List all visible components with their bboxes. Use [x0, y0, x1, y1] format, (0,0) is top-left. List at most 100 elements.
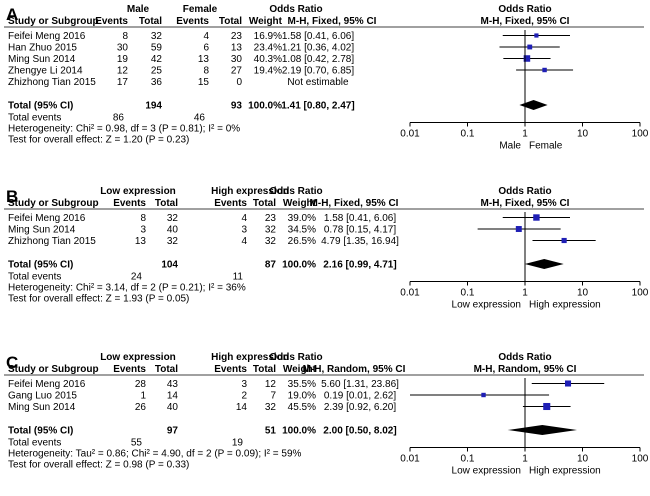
- total2-header: Total: [253, 364, 276, 375]
- study-row: Ming Sun 2014 19 42 13 30 40.3% 1.08 [0.42, 2.…: [8, 54, 551, 65]
- group2-header: High expression: [211, 186, 289, 197]
- events2-header: Events: [214, 364, 247, 375]
- heterogeneity-text: Heterogeneity: Chi² = 0.98, df = 3 (P = …: [8, 124, 240, 135]
- plot-title-header: Odds Ratio: [498, 352, 551, 363]
- study-name: Ming Sun 2014: [8, 54, 76, 65]
- total-label: Total (95% CI): [8, 426, 73, 437]
- study-or-text: 2.19 [0.70, 6.85]: [282, 66, 355, 77]
- study-name: Ming Sun 2014: [8, 225, 76, 236]
- study-total2: 23: [231, 31, 243, 42]
- study-or-text: Not estimable: [287, 77, 349, 88]
- total-or-text: 2.00 [0.50, 8.02]: [323, 426, 396, 437]
- study-total1: 25: [151, 66, 163, 77]
- method-header: M-H, Fixed, 95% CI: [288, 16, 377, 27]
- heterogeneity-text: Heterogeneity: Chi² = 3.14, df = 2 (P = …: [8, 283, 246, 294]
- plot-method-header: M-H, Fixed, 95% CI: [481, 16, 570, 27]
- pooled-diamond: [507, 425, 577, 435]
- odds-ratio-header: Odds Ratio: [269, 4, 322, 15]
- study-weight: 23.4%: [254, 43, 282, 54]
- pooled-diamond: [519, 100, 548, 110]
- study-total2: 23: [265, 213, 277, 224]
- total-total2: 87: [265, 260, 277, 271]
- study-name: Ming Sun 2014: [8, 402, 76, 413]
- study-or-text: 5.60 [1.31, 23.86]: [321, 379, 399, 390]
- x-tick-label: 0.01: [400, 288, 420, 299]
- study-events2: 4: [241, 236, 247, 247]
- study-total1: 40: [167, 402, 179, 413]
- study-weight: 40.3%: [254, 54, 282, 65]
- study-row: Zhizhong Tian 2015 17 36 15 0 Not estimable: [8, 77, 349, 88]
- study-weight: 39.0%: [288, 213, 316, 224]
- x-tick-label: 100: [632, 454, 649, 465]
- study-or-square: [534, 33, 539, 38]
- favours-right-label: Female: [529, 141, 563, 152]
- study-name: Feifei Meng 2016: [8, 213, 86, 224]
- study-row: Zhengye Li 2014 12 25 8 27 19.4% 2.19 [0.70, 6…: [8, 66, 574, 77]
- study-or-square: [515, 226, 522, 232]
- total-total1: 104: [161, 260, 178, 271]
- events2-header: Events: [214, 198, 247, 209]
- total-weight: 100.0%: [282, 260, 316, 271]
- total-total2: 93: [231, 101, 243, 112]
- total-or-text: 2.16 [0.99, 4.71]: [323, 260, 396, 271]
- study-row: Ming Sun 2014 26 40 14 32 45.5% 2.39 [0.92, 6.…: [8, 402, 571, 413]
- plot-method-header: M-H, Fixed, 95% CI: [481, 198, 570, 209]
- study-events2: 2: [241, 391, 247, 402]
- study-events1: 13: [135, 236, 147, 247]
- pooled-diamond: [524, 259, 564, 269]
- study-row: Feifei Meng 2016 8 32 4 23 16.9% 1.58 [0.41, 6…: [8, 31, 570, 42]
- group2-header: High expression: [211, 352, 289, 363]
- odds-ratio-header: Odds Ratio: [269, 186, 322, 197]
- study-events1: 17: [117, 77, 129, 88]
- study-name: Han Zhuo 2015: [8, 43, 77, 54]
- study-total2: 32: [265, 225, 277, 236]
- total-events-label: Total events: [8, 113, 61, 124]
- study-or-text: 2.39 [0.92, 6.20]: [324, 402, 397, 413]
- study-total2: 7: [270, 391, 276, 402]
- events1-header: Events: [113, 198, 146, 209]
- x-tick-label: 1: [522, 129, 528, 140]
- study-total2: 32: [265, 236, 277, 247]
- study-total1: 32: [151, 31, 163, 42]
- study-weight: 19.0%: [288, 391, 316, 402]
- group1-header: Male: [127, 4, 150, 15]
- total-events2: 19: [232, 438, 244, 449]
- total2-header: Total: [253, 198, 276, 209]
- study-column-header: Study or Subgroup: [8, 16, 99, 27]
- study-events1: 26: [135, 402, 147, 413]
- favours-right-label: High expression: [529, 300, 601, 311]
- study-name: Zhizhong Tian 2015: [8, 236, 96, 247]
- x-tick-label: 10: [577, 129, 589, 140]
- total-events2: 46: [194, 113, 206, 124]
- total-or-text: 1.41 [0.80, 2.47]: [281, 101, 354, 112]
- study-total2: 0: [236, 77, 242, 88]
- total-row: Total (95% CI) 97 51 100.0% 2.00 [0.50, 8.02…: [8, 425, 577, 437]
- study-events2: 6: [203, 43, 209, 54]
- total-row: Total (95% CI) 194 93 100.0% 1.41 [0.80, 2.4…: [8, 100, 548, 112]
- forest-panel-a: A Male Female Odds Ratio Odds Ratio Study or …: [4, 4, 649, 152]
- events2-header: Events: [176, 16, 209, 27]
- study-or-text: 1.21 [0.36, 4.02]: [282, 43, 355, 54]
- study-events2: 8: [203, 66, 209, 77]
- x-tick-label: 1: [522, 454, 528, 465]
- total-events1: 86: [113, 113, 125, 124]
- study-total1: 59: [151, 43, 163, 54]
- total1-header: Total: [139, 16, 162, 27]
- group2-header: Female: [183, 4, 218, 15]
- study-or-text: 0.19 [0.01, 2.62]: [324, 391, 397, 402]
- study-events2: 13: [198, 54, 210, 65]
- total-events1: 55: [131, 438, 143, 449]
- study-events1: 28: [135, 379, 147, 390]
- study-total1: 36: [151, 77, 163, 88]
- panel-letter: B: [6, 187, 18, 206]
- study-weight: 16.9%: [254, 31, 282, 42]
- events1-header: Events: [95, 16, 128, 27]
- study-weight: 26.5%: [288, 236, 316, 247]
- study-row: Gang Luo 2015 1 14 2 7 19.0% 0.19 [0.01, 2.62]: [8, 391, 550, 402]
- study-column-header: Study or Subgroup: [8, 364, 99, 375]
- x-tick-label: 0.1: [461, 129, 475, 140]
- total-label: Total (95% CI): [8, 260, 73, 271]
- total-events1: 24: [131, 272, 143, 283]
